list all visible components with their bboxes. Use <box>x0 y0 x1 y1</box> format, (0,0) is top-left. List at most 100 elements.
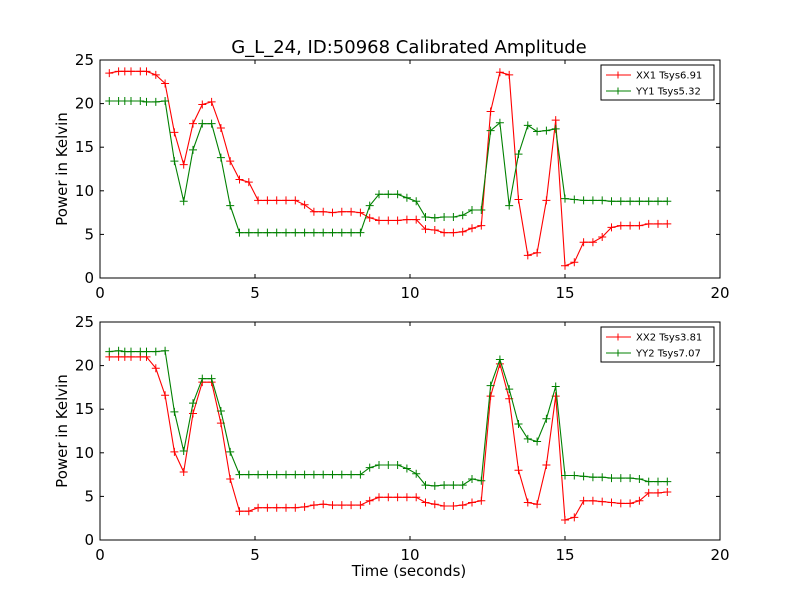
data-point <box>291 470 300 479</box>
data-point <box>486 126 495 135</box>
data-point <box>263 470 272 479</box>
data-point <box>514 420 523 429</box>
data-point <box>291 228 300 237</box>
data-point <box>365 201 374 210</box>
data-point <box>440 481 449 490</box>
data-point <box>375 190 383 199</box>
data-point <box>300 200 309 209</box>
legend-item: XX1 Tsys6.91 <box>606 71 702 82</box>
data-point <box>226 474 235 483</box>
data-point <box>616 499 625 508</box>
data-point <box>588 196 597 205</box>
data-point <box>272 196 281 205</box>
data-point <box>244 228 253 237</box>
data-point <box>607 498 616 507</box>
data-point <box>272 503 281 512</box>
data-point <box>328 228 337 237</box>
data-point <box>375 216 383 225</box>
data-point <box>235 175 244 184</box>
data-point <box>272 228 281 237</box>
data-point <box>598 473 607 482</box>
legend: XX2 Tsys3.81 YY2 Tsys7.07 <box>600 326 715 363</box>
y-axis-label: Power in Kelvin <box>53 112 71 226</box>
data-point <box>226 157 235 166</box>
data-point <box>393 461 402 470</box>
data-point <box>654 219 662 228</box>
data-point <box>337 207 346 216</box>
legend-label: XX2 Tsys3.81 <box>636 333 702 344</box>
data-point <box>449 212 458 221</box>
data-point <box>198 119 207 128</box>
legend-marker <box>614 349 622 357</box>
data-point <box>142 97 151 106</box>
data-point <box>198 100 207 109</box>
data-point <box>384 216 393 225</box>
data-point <box>542 461 551 470</box>
data-point <box>319 207 328 216</box>
data-point <box>468 205 476 214</box>
data-point <box>514 150 523 159</box>
data-point <box>477 205 486 214</box>
x-tick-label: 5 <box>250 546 260 564</box>
series-1-2 <box>105 96 672 237</box>
data-point <box>616 474 625 483</box>
data-point <box>598 196 607 205</box>
data-point <box>356 228 365 237</box>
data-point <box>300 470 309 479</box>
data-point <box>127 347 135 356</box>
data-point <box>282 228 290 237</box>
data-point <box>421 498 430 507</box>
data-point <box>170 128 179 137</box>
x-axis-label: Time (seconds) <box>351 562 467 580</box>
data-point <box>235 507 244 516</box>
data-point <box>328 208 337 217</box>
data-point <box>412 469 421 478</box>
data-point <box>402 193 411 202</box>
data-point <box>523 434 532 443</box>
data-point <box>402 464 411 473</box>
data-point <box>161 96 170 105</box>
data-point <box>477 221 486 230</box>
data-point <box>151 97 160 106</box>
data-point <box>570 195 579 204</box>
data-point <box>347 228 356 237</box>
data-point <box>523 251 532 260</box>
data-point <box>495 68 504 77</box>
legend-marker <box>614 333 622 341</box>
data-point <box>170 447 179 456</box>
data-point <box>402 493 411 502</box>
data-point <box>654 197 662 206</box>
data-point <box>598 497 607 506</box>
series-line <box>109 70 668 267</box>
data-point <box>179 197 188 206</box>
data-point <box>226 201 235 210</box>
data-point <box>561 261 569 270</box>
y-tick-label: 5 <box>84 487 94 505</box>
data-point <box>127 96 135 105</box>
data-point <box>179 447 188 456</box>
data-point <box>458 501 467 510</box>
data-point <box>495 355 504 364</box>
y-tick-label: 10 <box>75 182 94 200</box>
x-tick-label: 10 <box>400 284 419 302</box>
data-point <box>393 493 402 502</box>
data-point <box>486 381 495 390</box>
data-point <box>635 221 644 230</box>
legend-label: YY1 Tsys5.32 <box>635 87 701 98</box>
data-point <box>300 228 309 237</box>
data-point <box>588 473 597 482</box>
data-point <box>477 476 486 485</box>
data-point <box>430 226 439 235</box>
y-tick-label: 15 <box>75 400 94 418</box>
data-point <box>244 507 253 516</box>
data-point <box>635 197 644 206</box>
data-point <box>505 201 514 210</box>
legend-box <box>600 64 715 101</box>
data-point <box>579 196 588 205</box>
data-point <box>477 496 486 505</box>
y-tick-label: 10 <box>75 444 94 462</box>
data-point <box>663 197 672 206</box>
legend: XX1 Tsys6.91 YY1 Tsys5.32 <box>600 64 715 101</box>
data-point <box>533 437 542 446</box>
